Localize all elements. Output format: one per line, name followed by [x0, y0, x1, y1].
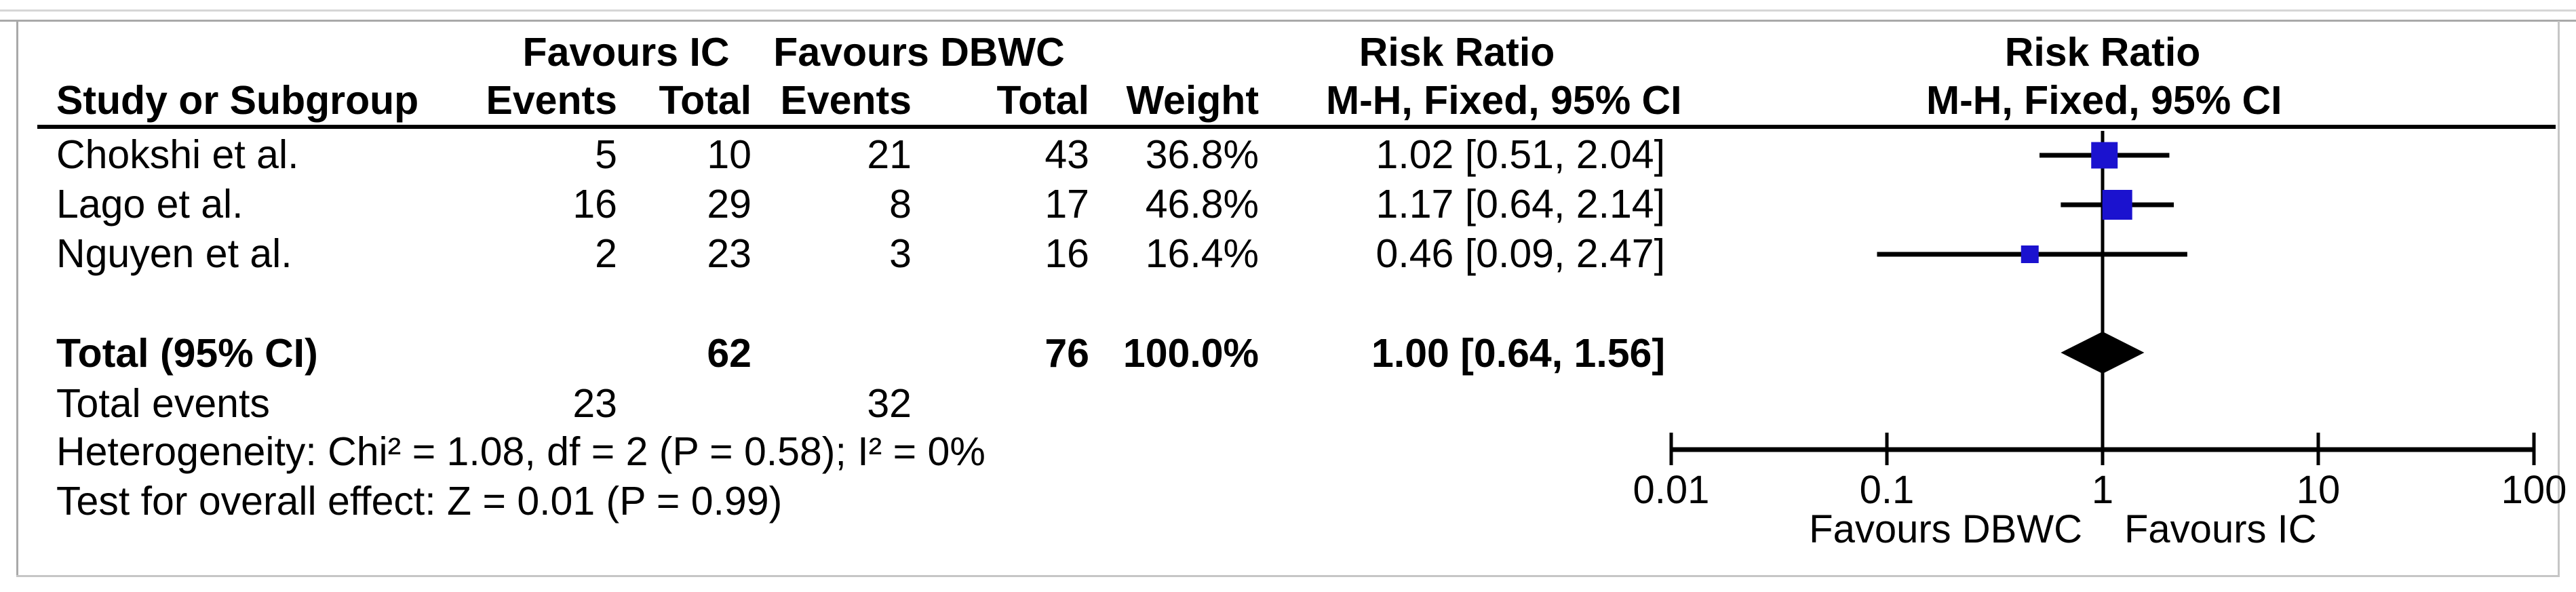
header-underline: [37, 125, 2556, 129]
study-effect-ci: 0.46 [0.09, 2.47]: [1375, 231, 1665, 276]
x-tick-label-100: 100: [2501, 468, 2567, 512]
effect-column-header: Risk Ratio: [1359, 30, 1555, 75]
study-group1-events: 2: [595, 231, 617, 276]
study-group1-total: 23: [707, 231, 752, 276]
weight-marker-3: [2021, 245, 2039, 263]
study-name: Lago et al.: [56, 182, 243, 226]
total-weight: 100.0%: [1123, 331, 1259, 376]
study-weight: 46.8%: [1145, 182, 1259, 226]
total-label: Total (95% CI): [56, 331, 318, 376]
total-events-label: Total events: [56, 381, 270, 426]
group2-events-header: Events: [780, 78, 912, 123]
x-axis-label-right: Favours IC: [2124, 507, 2317, 551]
plot-subheader: M-H, Fixed, 95% CI: [1926, 78, 2282, 123]
study-group2-events: 21: [867, 132, 912, 177]
plot-column-header: Risk Ratio: [2004, 30, 2201, 75]
study-weight: 16.4%: [1145, 231, 1259, 276]
overall-effect-text: Test for overall effect: Z = 0.01 (P = 0…: [56, 479, 783, 524]
x-axis-label-left: Favours DBWC: [1809, 507, 2082, 551]
x-tick-label-1: 1: [2092, 468, 2113, 512]
study-column-header: Study or Subgroup: [56, 78, 419, 123]
total-group2-n: 76: [1045, 331, 1089, 376]
group1-total-header: Total: [659, 78, 752, 123]
study-group2-total: 43: [1045, 132, 1089, 177]
pooled-diamond: [2061, 332, 2145, 374]
study-group1-total: 29: [707, 182, 752, 226]
study-group2-total: 17: [1045, 182, 1089, 226]
weight-column-header: Weight: [1126, 78, 1259, 123]
total-effect-ci: 1.00 [0.64, 1.56]: [1371, 331, 1665, 376]
study-group2-events: 3: [889, 231, 912, 276]
total-events-group2: 32: [867, 381, 912, 426]
group2-total-header: Total: [996, 78, 1089, 123]
group2-header: Favours DBWC: [773, 30, 1065, 75]
total-group1-n: 62: [707, 331, 752, 376]
x-tick-label-10: 10: [2297, 468, 2341, 512]
study-group1-events: 16: [572, 182, 617, 226]
heterogeneity-text: Heterogeneity: Chi² = 1.08, df = 2 (P = …: [56, 429, 985, 474]
study-group1-events: 5: [595, 132, 617, 177]
study-effect-ci: 1.17 [0.64, 2.14]: [1375, 182, 1665, 226]
x-tick-label-0.01: 0.01: [1633, 468, 1710, 512]
weight-marker-2: [2102, 190, 2132, 220]
x-tick-label-0.1: 0.1: [1860, 468, 1915, 512]
total-events-group1: 23: [572, 381, 617, 426]
group1-header: Favours IC: [522, 30, 730, 75]
study-group2-events: 8: [889, 182, 912, 226]
weight-marker-1: [2091, 142, 2118, 169]
effect-subheader: M-H, Fixed, 95% CI: [1326, 78, 1682, 123]
study-name: Nguyen et al.: [56, 231, 292, 276]
study-effect-ci: 1.02 [0.51, 2.04]: [1375, 132, 1665, 177]
frame-top-line-dark: [0, 20, 2576, 22]
study-group2-total: 16: [1045, 231, 1089, 276]
study-weight: 36.8%: [1145, 132, 1259, 177]
study-name: Chokshi et al.: [56, 132, 299, 177]
frame-top-line-light: [0, 9, 2576, 12]
study-group1-total: 10: [707, 132, 752, 177]
group1-events-header: Events: [486, 78, 617, 123]
